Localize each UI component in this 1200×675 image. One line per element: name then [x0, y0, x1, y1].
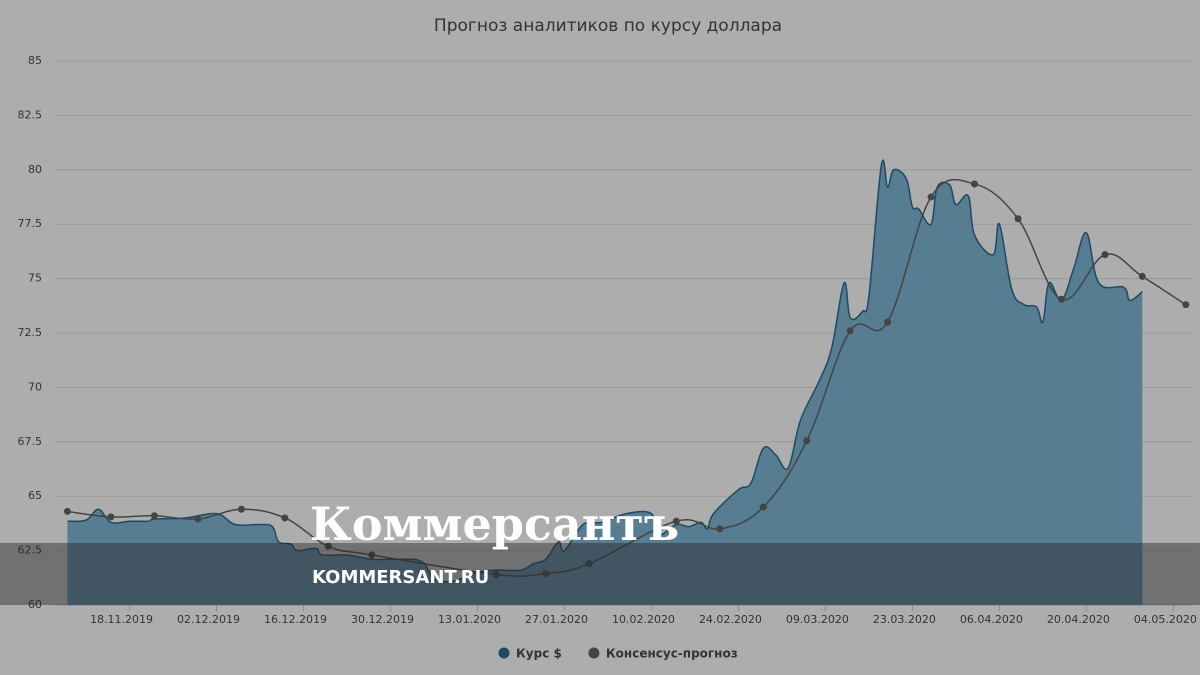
point — [368, 551, 376, 559]
point — [281, 514, 289, 522]
point — [194, 515, 202, 523]
watermark-band — [0, 543, 1200, 605]
legend-label: Консенсус-прогноз — [606, 647, 738, 661]
legend-marker — [588, 647, 600, 659]
point — [971, 180, 979, 188]
point — [492, 571, 500, 579]
point — [927, 193, 935, 201]
x-tick-label: 30.12.2019 — [351, 613, 414, 626]
point — [585, 560, 593, 568]
point — [759, 503, 767, 511]
point — [1014, 215, 1022, 223]
series-line — [67, 159, 1143, 583]
area — [67, 160, 1143, 605]
y-tick-label: 77.5 — [18, 217, 43, 230]
point — [1101, 251, 1109, 259]
x-tick-label: 06.04.2020 — [960, 613, 1023, 626]
legend-label: Курс $ — [516, 647, 562, 661]
point — [542, 569, 550, 577]
y-tick-label: 62.5 — [18, 544, 43, 557]
point — [846, 327, 854, 335]
x-tick-label: 18.11.2019 — [90, 613, 153, 626]
point — [63, 507, 71, 515]
point — [107, 513, 115, 521]
point — [803, 437, 811, 445]
point — [150, 512, 158, 520]
watermark-url: KOMMERSANT.RU — [312, 567, 489, 588]
y-tick-label: 65 — [28, 489, 42, 502]
legend-marker — [498, 647, 510, 659]
point — [672, 517, 680, 525]
x-tick-label: 04.05.2020 — [1134, 613, 1197, 626]
x-tick-label: 10.02.2020 — [612, 613, 675, 626]
y-tick-label: 60 — [28, 598, 42, 611]
x-tick-label: 09.03.2020 — [786, 613, 849, 626]
y-tick-label: 80 — [28, 163, 42, 176]
y-tick-label: 75 — [28, 272, 42, 285]
watermark-title: Коммерсантъ — [310, 497, 679, 551]
y-tick-label: 67.5 — [18, 435, 43, 448]
point — [884, 318, 892, 326]
y-tick-label: 70 — [28, 380, 42, 393]
chart-title: Прогноз аналитиков по курсу доллара — [434, 16, 782, 36]
point — [324, 542, 332, 550]
x-tick-label: 13.01.2020 — [438, 613, 501, 626]
point — [1138, 272, 1146, 280]
point — [1058, 295, 1066, 303]
x-tick-label: 20.04.2020 — [1047, 613, 1110, 626]
x-tick-label: 24.02.2020 — [699, 613, 762, 626]
y-tick-label: 85 — [28, 54, 42, 67]
y-tick-label: 72.5 — [18, 326, 43, 339]
point — [1182, 301, 1190, 309]
point — [237, 505, 245, 513]
point — [716, 525, 724, 533]
y-tick-label: 82.5 — [18, 108, 43, 121]
x-tick-label: 27.01.2020 — [525, 613, 588, 626]
x-tick-label: 02.12.2019 — [177, 613, 240, 626]
x-tick-label: 23.03.2020 — [873, 613, 936, 626]
x-tick-label: 16.12.2019 — [264, 613, 327, 626]
